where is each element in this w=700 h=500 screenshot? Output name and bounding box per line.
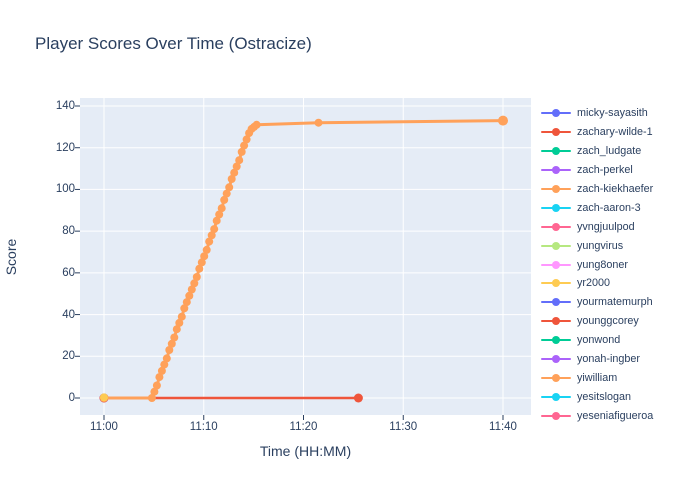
legend-line-marker-icon bbox=[541, 166, 571, 175]
legend-item-yesitslogan[interactable]: yesitslogan bbox=[541, 387, 699, 406]
legend-line-marker-icon bbox=[541, 128, 571, 137]
legend: micky-sayasith zachary-wilde-1 zach_ludgat… bbox=[541, 104, 699, 425]
legend-item-yonwond[interactable]: yonwond bbox=[541, 331, 699, 350]
x-tick-label: 11:10 bbox=[189, 421, 218, 433]
legend-label: zach_ludgate bbox=[577, 145, 642, 158]
y-tick-label: 60 bbox=[62, 266, 75, 279]
legend-label: micky-sayasith bbox=[577, 107, 648, 120]
legend-line-marker-icon bbox=[541, 411, 571, 420]
legend-label: yesitslogan bbox=[577, 390, 632, 403]
legend-label: yung8oner bbox=[577, 258, 629, 271]
legend-line-marker-icon bbox=[541, 109, 571, 118]
legend-item-younggcorey[interactable]: younggcorey bbox=[541, 312, 699, 331]
x-tick-label: 11:30 bbox=[389, 421, 418, 433]
y-tick-label: 0 bbox=[68, 392, 75, 404]
chart-title: Player Scores Over Time (Ostracize) bbox=[35, 34, 312, 53]
y-tick-label: 140 bbox=[55, 100, 75, 112]
y-tick-label: 100 bbox=[55, 183, 75, 196]
legend-label: zachary-wilde-1 bbox=[577, 126, 653, 139]
legend-item-micky-sayasith[interactable]: micky-sayasith bbox=[541, 104, 699, 123]
legend-item-zach-perkel[interactable]: zach-perkel bbox=[541, 161, 699, 180]
legend-label: yungvirus bbox=[577, 239, 624, 252]
legend-item-yungvirus[interactable]: yungvirus bbox=[541, 236, 699, 255]
x-axis-title: Time (HH:MM) bbox=[259, 443, 352, 459]
legend-label: yvngjuulpod bbox=[577, 220, 635, 233]
legend-item-yvngjuulpod[interactable]: yvngjuulpod bbox=[541, 217, 699, 236]
legend-line-marker-icon bbox=[541, 203, 571, 212]
y-tick-label: 20 bbox=[62, 350, 75, 363]
legend-label: yiwilliam bbox=[577, 371, 618, 384]
legend-item-zach_ludgate[interactable]: zach_ludgate bbox=[541, 142, 699, 161]
plot-area[interactable] bbox=[80, 98, 531, 415]
legend-line-marker-icon bbox=[541, 185, 571, 193]
x-tick-label: 11:40 bbox=[489, 421, 517, 433]
x-tick-label: 11:00 bbox=[90, 421, 118, 433]
legend-label: zach-kiekhaefer bbox=[577, 183, 654, 195]
y-axis-title: Score bbox=[3, 238, 19, 276]
legend-line-marker-icon bbox=[541, 392, 571, 401]
legend-item-yeseniafigueroa[interactable]: yeseniafigueroa bbox=[541, 406, 699, 425]
legend-label: zach-perkel bbox=[577, 164, 633, 177]
legend-line-marker-icon bbox=[541, 147, 571, 156]
legend-item-yourmatemurph[interactable]: yourmatemurph bbox=[541, 293, 699, 312]
legend-line-marker-icon bbox=[541, 279, 571, 288]
legend-line-marker-icon bbox=[541, 241, 571, 250]
y-tick-label: 40 bbox=[62, 308, 75, 321]
legend-label: younggcorey bbox=[577, 315, 639, 328]
legend-line-marker-icon bbox=[541, 373, 571, 382]
trace-yr2000 bbox=[100, 393, 108, 402]
legend-line-marker-icon bbox=[541, 317, 571, 326]
legend-line-marker-icon bbox=[541, 298, 571, 307]
legend-label: yourmatemurph bbox=[577, 296, 653, 309]
legend-item-yonah-ingber[interactable]: yonah-ingber bbox=[541, 350, 699, 369]
legend-item-yr2000[interactable]: yr2000 bbox=[541, 274, 699, 293]
legend-item-zachary-wilde-1[interactable]: zachary-wilde-1 bbox=[541, 123, 699, 142]
legend-label: yonah-ingber bbox=[577, 353, 641, 366]
y-tick-label: 120 bbox=[55, 141, 75, 154]
y-tick-label: 80 bbox=[62, 225, 75, 238]
legend-label: yonwond bbox=[577, 334, 621, 347]
legend-label: yr2000 bbox=[577, 277, 611, 290]
legend-label: yeseniafigueroa bbox=[577, 409, 654, 422]
legend-line-marker-icon bbox=[541, 260, 571, 269]
x-tick-label: 11:20 bbox=[289, 421, 318, 433]
legend-item-yiwilliam[interactable]: yiwilliam bbox=[541, 368, 699, 387]
legend-label: zach-aaron-3 bbox=[577, 201, 641, 214]
legend-line-marker-icon bbox=[541, 336, 571, 345]
legend-item-yung8oner[interactable]: yung8oner bbox=[541, 255, 699, 274]
axis-tick-marks bbox=[75, 105, 504, 420]
legend-line-marker-icon bbox=[541, 222, 571, 231]
data-traces bbox=[99, 115, 508, 403]
legend-line-marker-icon bbox=[541, 355, 571, 364]
legend-item-zach-aaron-3[interactable]: zach-aaron-3 bbox=[541, 198, 699, 217]
legend-item-zach-kiekhaefer[interactable]: zach-kiekhaefer bbox=[541, 180, 699, 199]
